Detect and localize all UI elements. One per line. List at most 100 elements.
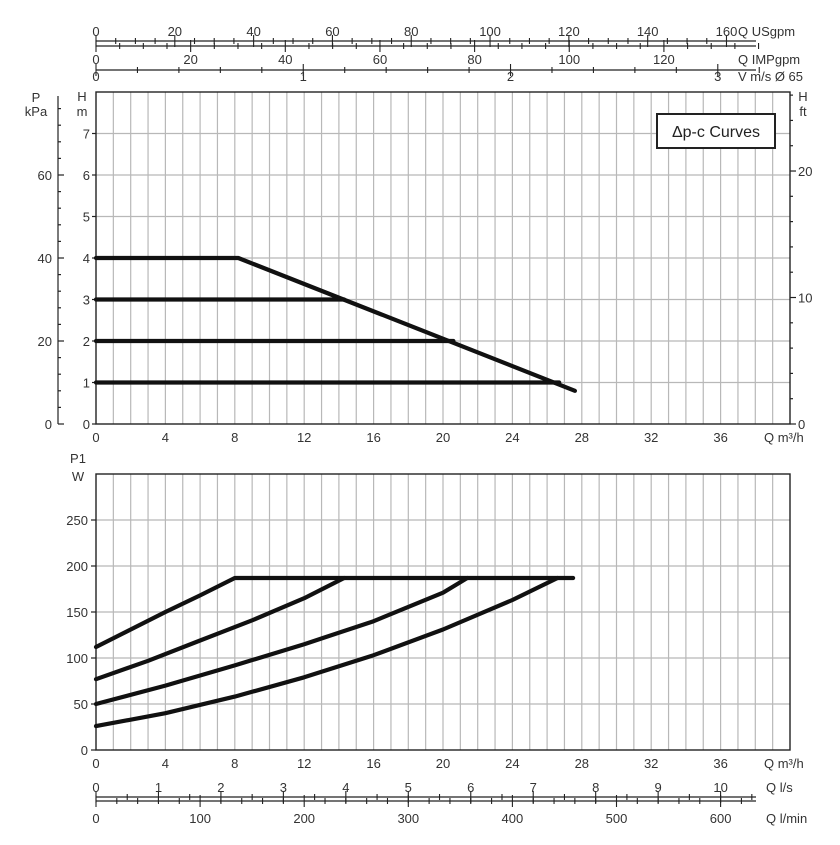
power-tick-label: 50: [74, 697, 88, 712]
x-tick-label: 16: [366, 430, 380, 445]
velocity-axis-tick-label: 3: [714, 69, 721, 84]
usgpm-axis-tick-label: 120: [558, 24, 580, 39]
ls-axis-tick-label: 0: [92, 780, 99, 795]
x-tick-label-bottom: 36: [713, 756, 727, 771]
x-tick-label-bottom: 32: [644, 756, 658, 771]
impgpm-axis-tick-label: 60: [373, 52, 387, 67]
usgpm-axis-tick-label: 100: [479, 24, 501, 39]
usgpm-axis-tick-label: 60: [325, 24, 339, 39]
lmin-axis-tick-label: 0: [92, 811, 99, 826]
y-tick-label: 0: [83, 417, 90, 432]
x-tick-label: 4: [162, 430, 169, 445]
y-tick-label: 4: [83, 251, 90, 266]
power-axis-label: P1: [70, 451, 86, 466]
ls-axis-tick-label: 5: [405, 780, 412, 795]
velocity-axis-tick-label: 0: [92, 69, 99, 84]
x-tick-label: 24: [505, 430, 519, 445]
lmin-axis-tick-label: 200: [293, 811, 315, 826]
x-tick-label: 36: [713, 430, 727, 445]
pressure-tick-label: 20: [38, 334, 52, 349]
ls-axis-tick-label: 1: [155, 780, 162, 795]
pressure-tick-label: 60: [38, 168, 52, 183]
x-tick-label-bottom: 0: [92, 756, 99, 771]
x-tick-label-bottom: 28: [575, 756, 589, 771]
impgpm-axis-tick-label: 80: [467, 52, 481, 67]
chart-title: Δp-c Curves: [672, 124, 760, 141]
x-tick-label-bottom: 8: [231, 756, 238, 771]
impgpm-axis-tick-label: 40: [278, 52, 292, 67]
y-tick-label: 5: [83, 210, 90, 225]
x-tick-label-bottom: 24: [505, 756, 519, 771]
power-axis-unit: W: [72, 469, 85, 484]
ls-axis-tick-label: 2: [217, 780, 224, 795]
x-tick-label: 8: [231, 430, 238, 445]
velocity-axis-tick-label: 2: [507, 69, 514, 84]
lmin-axis-label: Q l/min: [766, 811, 807, 826]
x-tick-label-bottom: 16: [366, 756, 380, 771]
x-tick-label: 32: [644, 430, 658, 445]
velocity-axis-tick-label: 1: [300, 69, 307, 84]
lmin-axis-tick-label: 600: [710, 811, 732, 826]
head-curve-1: [93, 255, 578, 393]
x-tick-label: 20: [436, 430, 450, 445]
y-tick-label: 1: [83, 376, 90, 391]
usgpm-axis-tick-label: 160: [716, 24, 738, 39]
y-tick-label: 7: [83, 127, 90, 142]
x-tick-label: 28: [575, 430, 589, 445]
ft-tick-label: 0: [798, 417, 805, 432]
curve-layer: [93, 255, 578, 729]
y-tick-label: 6: [83, 168, 90, 183]
ls-axis-label: Q l/s: [766, 780, 793, 795]
lmin-axis-tick-label: 500: [606, 811, 628, 826]
y-axis-unit-m: m: [77, 104, 88, 119]
x-tick-label-bottom: 12: [297, 756, 311, 771]
ls-axis-tick-label: 3: [280, 780, 287, 795]
lmin-axis-tick-label: 300: [397, 811, 419, 826]
power-curve-1: [93, 575, 576, 650]
pressure-axis-label: P: [32, 90, 41, 105]
x-axis-label: Q m³/h: [764, 430, 804, 445]
ls-axis-tick-label: 6: [467, 780, 474, 795]
impgpm-axis-tick-label: 120: [653, 52, 675, 67]
legend-box: [656, 113, 776, 149]
impgpm-axis-tick-label: 100: [558, 52, 580, 67]
power-curve-4: [93, 575, 560, 729]
x-tick-label-bottom: 20: [436, 756, 450, 771]
usgpm-axis-tick-label: 20: [168, 24, 182, 39]
ft-tick-label: 20: [798, 164, 812, 179]
axis-layer: 0 4 8 12 16 20 24 28 32 36 Q m³/h01234567Hm0204060…: [25, 24, 813, 826]
power-curve-3: [93, 575, 470, 707]
pressure-tick-label: 0: [45, 417, 52, 432]
power-tick-label: 200: [66, 559, 88, 574]
velocity-axis-label: V m/s Ø 65: [738, 69, 803, 84]
impgpm-axis-tick-label: 20: [183, 52, 197, 67]
x-tick-label: 12: [297, 430, 311, 445]
lmin-axis-tick-label: 100: [189, 811, 211, 826]
ft-axis-unit: ft: [799, 104, 807, 119]
ls-axis-tick-label: 10: [713, 780, 727, 795]
usgpm-axis-label: Q USgpm: [738, 24, 795, 39]
lmin-axis-tick-label: 400: [502, 811, 524, 826]
usgpm-axis-tick-label: 40: [246, 24, 260, 39]
power-tick-label: 150: [66, 605, 88, 620]
x-axis-label-bottom: Q m³/h: [764, 756, 804, 771]
x-tick-label-bottom: 4: [162, 756, 169, 771]
ls-axis-tick-label: 7: [530, 780, 537, 795]
y-tick-label: 2: [83, 334, 90, 349]
pressure-axis-unit: kPa: [25, 104, 48, 119]
usgpm-axis-tick-label: 140: [637, 24, 659, 39]
ls-axis-tick-label: 9: [655, 780, 662, 795]
y-axis-label-h: H: [77, 89, 86, 104]
power-tick-label: 0: [81, 743, 88, 758]
power-tick-label: 100: [66, 651, 88, 666]
ft-tick-label: 10: [798, 291, 812, 306]
ls-axis-tick-label: 8: [592, 780, 599, 795]
ft-axis-label: H: [798, 89, 807, 104]
power-curve-2: [93, 575, 347, 682]
power-tick-label: 250: [66, 513, 88, 528]
impgpm-axis-tick-label: 0: [92, 52, 99, 67]
pressure-tick-label: 40: [38, 251, 52, 266]
grid-layer: [96, 92, 790, 750]
